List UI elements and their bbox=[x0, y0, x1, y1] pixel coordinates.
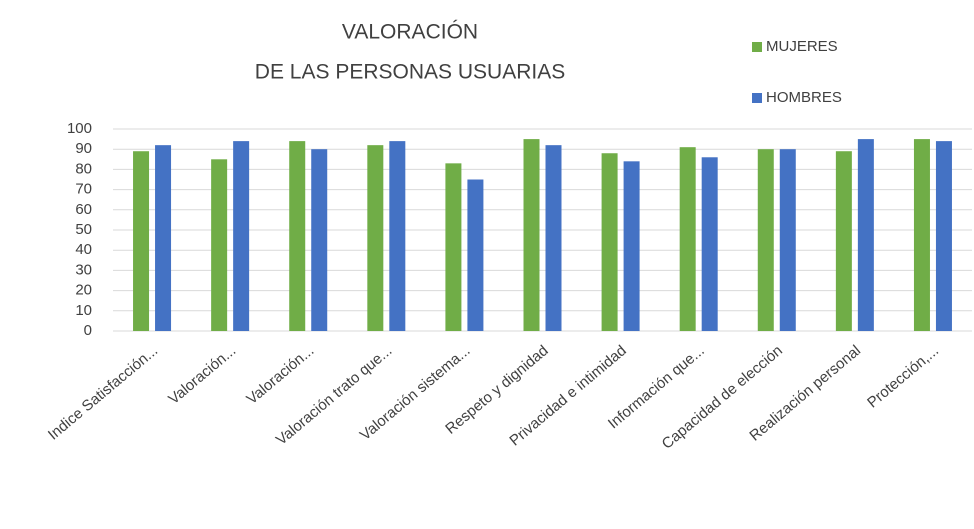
y-tick-label: 70 bbox=[75, 181, 92, 198]
bar bbox=[523, 139, 540, 331]
bar bbox=[367, 145, 384, 331]
bar bbox=[133, 151, 150, 331]
y-tick-label: 50 bbox=[75, 221, 92, 238]
x-tick-label: Valoración... bbox=[165, 342, 239, 408]
bar bbox=[211, 159, 228, 331]
bar bbox=[623, 161, 640, 331]
y-tick-label: 90 bbox=[75, 140, 92, 157]
bar bbox=[779, 149, 796, 331]
bar bbox=[155, 145, 172, 331]
legend-swatch bbox=[752, 42, 762, 52]
bar bbox=[757, 149, 774, 331]
y-tick-label: 20 bbox=[75, 282, 92, 299]
bar bbox=[913, 139, 930, 331]
chart-title: DE LAS PERSONAS USUARIAS bbox=[255, 61, 565, 84]
legend-label: HOMBRES bbox=[766, 89, 842, 106]
y-tick-label: 40 bbox=[75, 241, 92, 258]
bar bbox=[289, 141, 306, 331]
bar bbox=[233, 141, 250, 331]
y-tick-label: 60 bbox=[75, 201, 92, 218]
bar bbox=[679, 147, 696, 331]
legend-swatch bbox=[752, 93, 762, 103]
bar bbox=[389, 141, 406, 331]
bar bbox=[935, 141, 952, 331]
bar bbox=[601, 153, 618, 331]
bar bbox=[835, 151, 852, 331]
bar bbox=[467, 179, 484, 331]
y-tick-label: 10 bbox=[75, 302, 92, 319]
bar bbox=[445, 163, 462, 331]
bar bbox=[545, 145, 562, 331]
y-tick-label: 80 bbox=[75, 160, 92, 177]
chart-title: VALORACIÓN bbox=[342, 21, 478, 44]
x-tick-label: Protección,... bbox=[864, 342, 942, 411]
x-tick-label: Valoración... bbox=[243, 342, 317, 408]
x-tick-label: Indice Satisfacción... bbox=[45, 342, 161, 443]
bar bbox=[701, 157, 718, 331]
bar bbox=[857, 139, 874, 331]
y-tick-label: 0 bbox=[84, 322, 92, 339]
bar bbox=[311, 149, 328, 331]
legend-label: MUJERES bbox=[766, 38, 838, 55]
y-tick-label: 30 bbox=[75, 261, 92, 278]
y-tick-label: 100 bbox=[67, 120, 92, 137]
